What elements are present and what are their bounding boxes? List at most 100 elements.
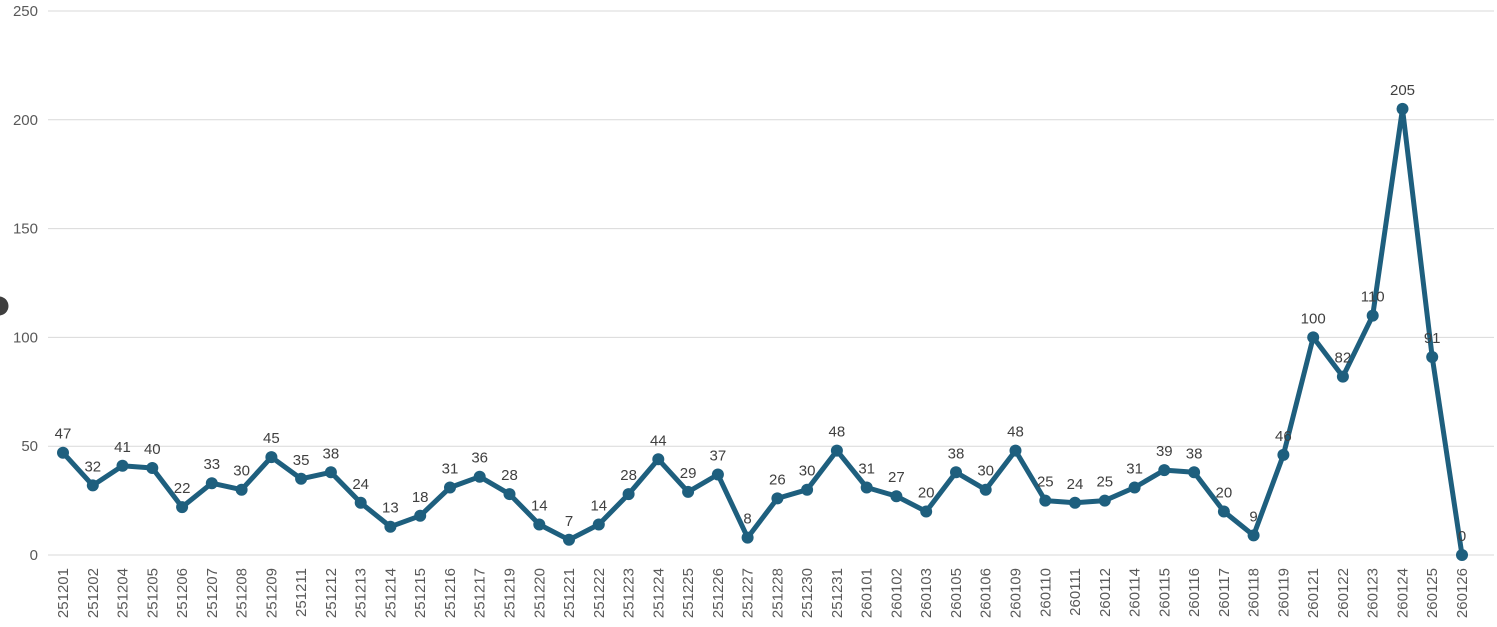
x-axis-tick-label: 251224 bbox=[650, 568, 667, 618]
data-label: 35 bbox=[293, 452, 310, 469]
x-axis-tick-label: 260105 bbox=[948, 568, 965, 618]
y-axis-tick-label: 150 bbox=[13, 221, 38, 238]
data-point-marker bbox=[1396, 102, 1409, 115]
data-label: 28 bbox=[620, 467, 637, 484]
data-label: 27 bbox=[888, 469, 905, 486]
x-axis-tick-label: 260103 bbox=[918, 568, 935, 618]
data-label: 7 bbox=[565, 513, 573, 530]
x-axis-tick-label: 251208 bbox=[234, 568, 251, 618]
data-point-marker bbox=[146, 462, 159, 474]
data-point-marker bbox=[1336, 370, 1349, 383]
data-label: 36 bbox=[471, 450, 488, 467]
data-label: 32 bbox=[84, 458, 101, 475]
data-point-marker bbox=[1069, 496, 1081, 509]
x-axis-tick-label: 251217 bbox=[472, 568, 489, 618]
data-label: 82 bbox=[1335, 350, 1352, 367]
data-point-marker bbox=[414, 509, 427, 522]
x-axis-tick-label: 251227 bbox=[740, 568, 757, 618]
x-axis-tick-label: 260112 bbox=[1097, 568, 1114, 617]
x-axis-tick-label: 260119 bbox=[1275, 568, 1292, 617]
data-point-marker bbox=[295, 472, 308, 485]
x-axis-tick-label: 260121 bbox=[1305, 568, 1322, 618]
data-label: 48 bbox=[1007, 424, 1024, 441]
data-point-marker bbox=[920, 505, 933, 518]
x-axis-tick-label: 251216 bbox=[442, 568, 459, 618]
x-axis-tick-label: 260109 bbox=[1008, 568, 1025, 618]
series-line bbox=[60, 106, 1465, 558]
x-axis-tick-label: 251215 bbox=[412, 568, 429, 618]
x-axis-tick-label: 251201 bbox=[55, 568, 72, 618]
data-point-marker bbox=[324, 466, 337, 479]
data-label: 14 bbox=[590, 498, 607, 515]
x-axis-tick-label: 251202 bbox=[85, 568, 102, 618]
data-label: 22 bbox=[174, 480, 191, 497]
data-label: 30 bbox=[233, 463, 250, 480]
data-point-marker bbox=[1009, 444, 1022, 457]
data-label: 30 bbox=[977, 463, 994, 480]
x-axis-tick-label: 260106 bbox=[978, 568, 995, 618]
data-point-marker bbox=[176, 501, 189, 514]
x-axis-tick-label: 251222 bbox=[591, 568, 608, 618]
data-label: 13 bbox=[382, 500, 399, 517]
x-axis-tick-label: 260117 bbox=[1216, 568, 1233, 617]
data-label: 26 bbox=[769, 471, 786, 488]
x-axis-tick-label: 251223 bbox=[621, 568, 638, 618]
x-axis-tick-label: 251209 bbox=[263, 568, 280, 618]
data-point-marker bbox=[1217, 505, 1230, 518]
data-point-marker bbox=[741, 531, 754, 544]
x-axis-tick-label: 260110 bbox=[1037, 568, 1054, 617]
data-label: 38 bbox=[323, 445, 340, 462]
x-axis-tick-label: 251204 bbox=[115, 568, 132, 618]
data-point-marker bbox=[801, 483, 814, 496]
x-axis-tick-label: 260102 bbox=[888, 568, 905, 618]
data-label: 100 bbox=[1301, 310, 1326, 327]
y-axis-tick-label: 250 bbox=[13, 3, 38, 20]
y-axis-tick-label: 200 bbox=[13, 112, 38, 129]
data-point-marker bbox=[116, 459, 129, 472]
x-axis-tick-label: 260124 bbox=[1395, 568, 1412, 618]
x-axis-tick-label: 260125 bbox=[1424, 568, 1441, 618]
data-point-marker bbox=[86, 479, 99, 492]
data-point-marker bbox=[235, 483, 248, 496]
x-axis-tick-label: 260118 bbox=[1246, 568, 1263, 617]
data-point-marker bbox=[563, 533, 575, 546]
x-axis-tick-label: 260111 bbox=[1067, 568, 1084, 616]
data-label: 14 bbox=[531, 498, 548, 515]
data-label: 46 bbox=[1275, 428, 1292, 445]
data-label: 30 bbox=[799, 463, 816, 480]
y-axis-tick-label: 50 bbox=[21, 438, 38, 455]
x-axis-tick-label: 251230 bbox=[799, 568, 816, 618]
data-label: 20 bbox=[1216, 485, 1233, 502]
data-label: 44 bbox=[650, 432, 667, 449]
data-point-marker bbox=[1247, 529, 1260, 542]
x-axis-tick-label: 260114 bbox=[1127, 568, 1144, 617]
data-label: 31 bbox=[858, 461, 875, 478]
data-point-marker bbox=[444, 481, 456, 494]
data-point-marker bbox=[473, 470, 486, 483]
x-axis-tick-label: 251211 bbox=[293, 568, 310, 617]
data-label: 24 bbox=[352, 476, 369, 493]
data-point-marker bbox=[354, 496, 367, 509]
data-point-marker bbox=[1098, 494, 1111, 507]
data-label: 8 bbox=[743, 511, 751, 528]
x-axis-tick-label: 260101 bbox=[859, 568, 876, 618]
x-axis-tick-label: 251206 bbox=[174, 568, 191, 618]
data-label: 39 bbox=[1156, 443, 1173, 460]
x-axis-tick-label: 251226 bbox=[710, 568, 727, 618]
data-label: 25 bbox=[1096, 474, 1113, 491]
data-label: 110 bbox=[1361, 289, 1385, 306]
data-label: 45 bbox=[263, 430, 280, 447]
x-axis-tick-label: 251205 bbox=[144, 568, 161, 618]
data-point-marker bbox=[771, 492, 784, 505]
data-label: 48 bbox=[829, 424, 846, 441]
data-point-marker bbox=[622, 488, 635, 501]
x-axis-tick-label: 251207 bbox=[204, 568, 221, 618]
x-axis-tick-label: 260122 bbox=[1335, 568, 1352, 618]
data-point-marker bbox=[890, 490, 903, 503]
data-point-marker bbox=[1307, 331, 1320, 344]
data-point-marker bbox=[1426, 351, 1439, 363]
x-axis-tick-label: 260116 bbox=[1186, 568, 1203, 617]
data-label: 31 bbox=[1126, 461, 1143, 478]
x-axis-tick-label: 260123 bbox=[1365, 568, 1382, 618]
data-label: 38 bbox=[948, 445, 965, 462]
